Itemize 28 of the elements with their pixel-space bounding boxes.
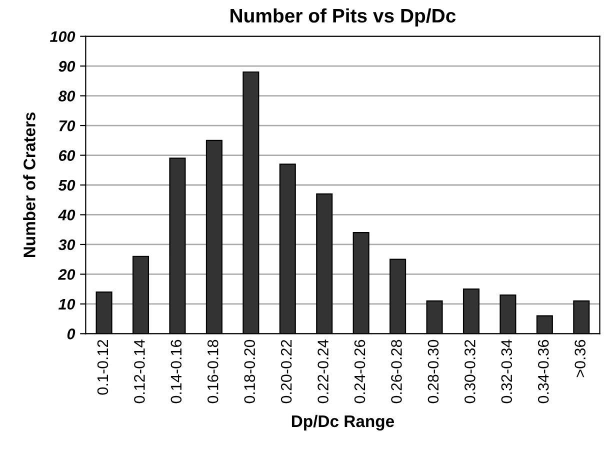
x-axis-title: Dp/Dc Range <box>292 414 394 431</box>
x-tick-label: 0.22-0.24 <box>318 340 328 404</box>
x-tick-label: 0.1-0.12 <box>97 340 108 395</box>
y-tick-label: 100 <box>50 31 76 42</box>
y-tick-label: 50 <box>58 180 76 191</box>
y-axis-title: Number of Craters <box>23 112 36 258</box>
x-tick-label: >0.36 <box>574 340 586 378</box>
x-tick-label: 0.32-0.34 <box>501 340 512 404</box>
y-tick-label: 90 <box>58 60 76 72</box>
y-tick-label: 10 <box>58 298 76 310</box>
x-tick-label: 0.28-0.30 <box>428 340 439 404</box>
y-tick-label: 60 <box>58 150 76 161</box>
x-tick-label: 0.26-0.28 <box>391 340 402 404</box>
x-tick-label: 0.18-0.20 <box>244 340 256 404</box>
y-tick-label: 40 <box>58 210 76 220</box>
y-tick-label: 0 <box>67 328 76 340</box>
x-tick-label: 0.24-0.26 <box>354 340 366 404</box>
x-tick-label: 0.30-0.32 <box>464 340 476 404</box>
y-tick-label: 80 <box>58 90 76 102</box>
x-tick-label: 0.20-0.22 <box>280 340 292 404</box>
x-tick-label: 0.16-0.18 <box>207 340 218 404</box>
chart-title: Number of Pits vs Dp/Dc <box>230 8 456 26</box>
y-tick-label: 30 <box>58 239 76 250</box>
y-tick-label: 70 <box>59 120 76 132</box>
x-tick-label: 0.34-0.36 <box>538 340 549 404</box>
x-tick-label: 0.12-0.14 <box>134 340 145 404</box>
x-tick-label: 0.14-0.16 <box>170 340 182 404</box>
y-tick-label: 20 <box>58 269 76 280</box>
